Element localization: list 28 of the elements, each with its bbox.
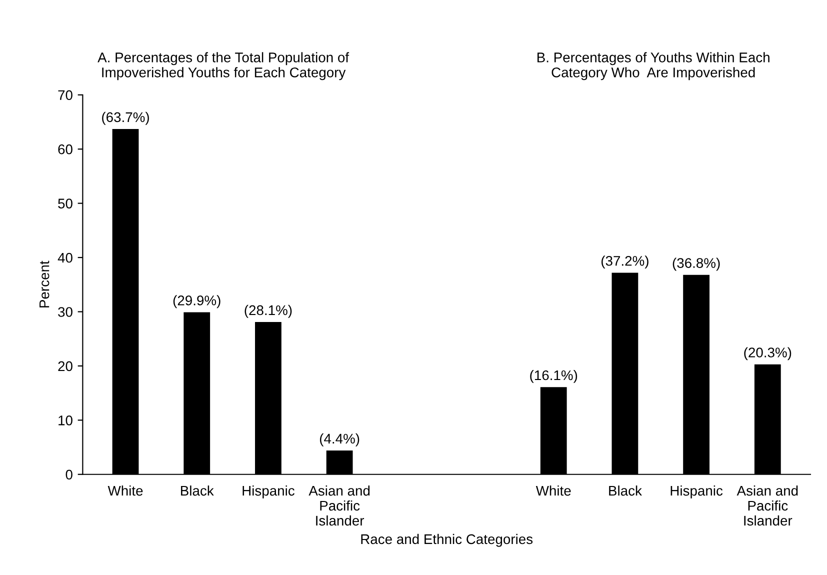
- data-label: (28.1%): [244, 304, 292, 318]
- data-label: (20.3%): [744, 347, 792, 360]
- x-tick-label: Asian and Pacific Islander: [736, 485, 798, 526]
- y-axis-title: Percent: [40, 260, 50, 308]
- text: B. Percentages of Youths Within Each Category Who Are Impoverished: [537, 52, 770, 80]
- data-label: (29.9%): [173, 295, 220, 308]
- x-tick-label: Hispanic: [670, 485, 723, 498]
- data-label: (36.8%): [672, 258, 720, 271]
- x-tick-label: Black: [609, 485, 642, 496]
- x-axis-title: Race and Ethnic Categories: [361, 534, 533, 547]
- x-tick-label: Hispanic: [242, 485, 294, 498]
- y-tick-label: 40: [58, 252, 72, 263]
- data-label: (63.7%): [102, 112, 149, 125]
- data-label: (16.1%): [530, 370, 578, 383]
- data-label: (37.2%): [602, 256, 648, 269]
- y-tick-label: 30: [58, 307, 72, 317]
- data-label: (4.4%): [320, 433, 360, 446]
- text: A. Percentages of the Total Population of Impoverished Youths for Each Category: [98, 52, 350, 80]
- y-tick-label: 50: [58, 198, 72, 208]
- y-tick-label: 0: [66, 470, 72, 480]
- x-tick-label: Black: [181, 485, 214, 496]
- y-tick-label: 10: [58, 415, 72, 426]
- x-tick-label: White: [108, 485, 143, 496]
- x-tick-label: Asian and Pacific Islander: [308, 485, 370, 526]
- y-tick-label: 20: [58, 361, 72, 372]
- x-tick-label: White: [536, 485, 571, 496]
- y-tick-label: 70: [58, 90, 72, 100]
- y-tick-label: 60: [58, 144, 72, 154]
